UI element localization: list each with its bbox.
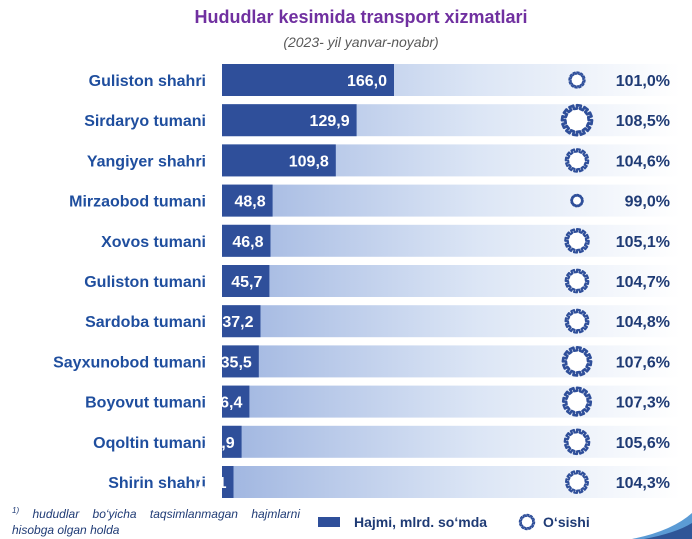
bar (222, 224, 271, 257)
bar-track (222, 184, 680, 217)
footnote-marker: 1) (12, 506, 20, 515)
bar (222, 466, 234, 498)
data-label: 46,8 (232, 234, 263, 251)
gear-icon (564, 469, 590, 495)
category-label: Yangiyer shahri (87, 153, 206, 170)
bar-track (222, 425, 680, 458)
gear-icon (561, 345, 593, 377)
bar (222, 265, 270, 297)
category-label: Boyovut tumani (85, 395, 206, 412)
data-label: 35,5 (221, 354, 252, 371)
growth-label: 101,0% (616, 73, 670, 90)
data-label: 166,0 (347, 73, 387, 90)
bar-track (222, 385, 680, 418)
growth-label: 104,7% (616, 274, 670, 291)
data-label: 11,1 (196, 475, 226, 492)
chart-row: Yangiyer shahri 109,8 104,6% (87, 144, 680, 177)
category-label: Mirzaobod tumani (69, 194, 206, 211)
data-label: 26,4 (211, 395, 242, 412)
chart-row: Boyovut tumani 26,4 107,3% (85, 385, 680, 418)
data-label: 109,8 (289, 153, 329, 170)
legend: Hajmi, mlrd. so‘mda O‘sishi (318, 512, 590, 532)
chart-row: Guliston tumani 45,7 104,7% (84, 265, 680, 297)
bar (222, 345, 259, 378)
gear-icon (568, 71, 586, 89)
growth-label: 99,0% (625, 194, 670, 211)
legend-bar-swatch (318, 517, 340, 527)
gear-icon (561, 386, 593, 417)
growth-label: 107,3% (616, 395, 670, 412)
gear-icon (570, 193, 584, 208)
category-label: Xovos tumani (101, 234, 206, 251)
chart-title: Hududlar kesimida transport xizmatlari (194, 7, 528, 27)
legend-growth-label: O‘sishi (543, 514, 590, 530)
gear-icon (564, 308, 590, 334)
category-label: Sardoba tumani (85, 314, 206, 331)
bar (222, 104, 357, 137)
gear-icon (564, 227, 590, 254)
gear-icon (560, 103, 594, 137)
growth-label: 105,6% (616, 435, 670, 452)
bar (222, 64, 394, 96)
bar (222, 385, 250, 418)
bar-track (222, 305, 680, 338)
data-label: 45,7 (231, 274, 262, 291)
chart-row: Guliston shahri 166,0 101,0% (89, 64, 680, 96)
gear-icon (564, 148, 590, 173)
growth-label: 104,8% (616, 314, 670, 331)
category-label: Guliston shahri (89, 73, 206, 90)
category-label: Guliston tumani (84, 274, 206, 291)
data-label: 18,9 (203, 435, 234, 452)
bar-track (222, 265, 680, 297)
bar (222, 144, 336, 177)
legend-bar-label: Hajmi, mlrd. so‘mda (354, 514, 488, 530)
data-label: 129,9 (310, 113, 350, 130)
chart-row: Sardoba tumani 37,2 104,8% (85, 305, 680, 338)
data-label: 37,2 (222, 314, 253, 331)
growth-label: 107,6% (616, 354, 670, 371)
category-label: Sayxunobod tumani (53, 354, 206, 371)
gear-icon (563, 428, 591, 456)
category-label: Shirin shahri (108, 475, 206, 492)
bar-track (222, 345, 680, 378)
category-label: Sirdaryo tumani (84, 113, 206, 130)
bar-chart: Guliston shahri 166,0 101,0% Sirdaryo tuman… (53, 64, 680, 498)
gear-icon (564, 268, 590, 294)
gear-icon (518, 513, 536, 531)
chart-row: Mirzaobod tumani 48,8 99,0% (69, 184, 680, 217)
growth-label: 104,6% (616, 153, 670, 170)
chart-row: Sayxunobod tumani 35,5 107,6% (53, 345, 680, 378)
bar (222, 425, 242, 458)
data-label: 48,8 (234, 194, 265, 211)
chart-row: Xovos tumani 46,8 105,1% (101, 224, 680, 257)
category-label: Oqoltin tumani (93, 435, 206, 452)
footnote: 1) hududlar bo‘yicha taqsimlanmagan hajm… (12, 503, 300, 538)
chart-subtitle: (2023- yil yanvar-noyabr) (283, 34, 439, 50)
bar-track (222, 466, 680, 498)
bar (222, 184, 273, 217)
growth-label: 108,5% (616, 113, 670, 130)
bar (222, 305, 261, 338)
growth-label: 104,3% (616, 475, 670, 492)
corner-decoration (632, 513, 692, 539)
footnote-text: hududlar bo‘yicha taqsimlanmagan hajmlar… (12, 507, 300, 537)
growth-label: 105,1% (616, 234, 670, 251)
bar-track (222, 224, 680, 257)
chart-row: Sirdaryo tumani 129,9 108,5% (84, 103, 680, 137)
